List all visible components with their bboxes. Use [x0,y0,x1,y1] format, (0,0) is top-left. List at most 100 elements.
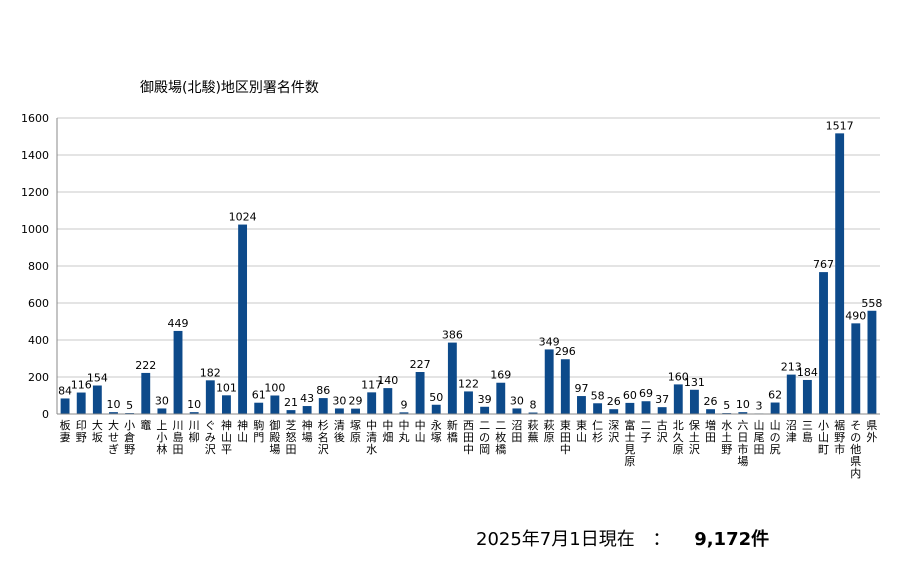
bar [593,403,603,414]
bar-value-label: 9 [400,398,407,411]
bar [673,384,683,414]
y-tick-label: 400 [28,334,49,347]
x-tick-label: 中山 [415,419,426,444]
bar [383,388,393,414]
bar [447,342,457,414]
y-tick-label: 1200 [21,186,49,199]
bar [92,385,102,414]
bar-value-label: 3 [755,399,762,412]
bar [770,402,780,414]
x-tick-label: 富士見原 [624,418,635,468]
bar-value-label: 131 [684,376,705,389]
bar [399,412,409,414]
bar-value-label: 10 [187,398,201,411]
bar-value-label: 10 [736,398,750,411]
x-tick-label: 三島 [802,419,813,444]
bar-value-label: 58 [591,389,605,402]
bar-value-label: 349 [539,335,560,348]
bar [60,398,70,414]
x-tick-label: 山尾田 [753,419,764,456]
x-tick-label: 川島田 [173,419,184,456]
y-tick-label: 0 [42,408,49,421]
x-tick-label: 神山平 [221,418,232,456]
x-tick-label: 御殿場 [269,418,280,456]
bar [109,412,118,414]
bar [302,406,312,414]
bar-value-label: 558 [861,297,882,310]
bar [786,374,796,414]
x-tick-label: 北久原 [673,419,684,456]
bar-value-label: 227 [410,358,431,371]
x-tick-label: 竈 [140,418,151,432]
x-tick-label: 板妻 [60,418,71,444]
bar-value-label: 140 [377,374,398,387]
x-tick-label: 保土沢 [689,418,700,456]
y-tick-label: 800 [28,260,49,273]
bar-value-label: 490 [845,309,866,322]
x-tick-label: 塚原 [350,419,361,444]
y-axis-ticks: 0 200 400 600 800 1000 1200 1400 1600 [21,112,49,421]
bar-value-label: 1517 [826,119,854,132]
bar [512,408,522,414]
bar-value-label: 29 [349,395,363,408]
x-tick-label: 沼津 [786,418,797,444]
as-of-date: 2025年7月1日現在 [476,529,635,550]
bar-value-label: 100 [264,382,285,395]
x-tick-label: 中清水 [366,419,377,456]
bar-value-label: 767 [813,258,834,271]
bar [173,330,183,414]
footer: 2025年7月1日現在 ： 9,172件 [476,525,769,551]
y-tick-label: 200 [28,371,49,384]
bar-value-label: 5 [126,399,133,412]
bar-value-label: 26 [607,395,621,408]
bar [157,408,167,414]
bar [480,406,490,414]
bar [415,372,425,414]
bar-value-label: 97 [574,382,588,395]
bar-value-label: 154 [87,372,108,385]
bar-value-label: 50 [429,391,443,404]
x-tick-label: 六日市場 [737,419,748,468]
x-tick-label: 中畑 [382,419,393,444]
x-tick-label: 萩蕪 [528,419,539,444]
bar-value-label: 116 [71,379,92,392]
bar-value-label: 122 [458,377,479,390]
y-tick-label: 1000 [21,223,49,236]
bar [819,272,828,414]
bar-value-label: 61 [252,389,266,402]
x-tick-label: 沼田 [511,418,522,444]
bar-value-label: 21 [284,396,298,409]
bar [141,372,151,414]
bar-value-label: 30 [510,394,524,407]
bar-value-label: 43 [300,392,314,405]
x-tick-label: 大坂 [92,418,103,444]
bar [851,323,861,414]
x-tick-label: その他県内 [850,419,861,480]
x-tick-label: 東山 [576,419,587,444]
bar-value-label: 39 [478,393,492,406]
bar [835,133,845,415]
bar-value-label: 213 [781,361,802,374]
bar [270,395,280,414]
bars [60,133,877,415]
bar-value-label: 296 [555,345,576,358]
bar-value-label: 101 [216,381,237,394]
bar [334,408,344,414]
x-tick-label: 上小林 [156,419,167,456]
bar [222,395,231,414]
bar-value-label: 5 [723,399,730,412]
total-count: 9,172件 [694,529,770,550]
bar [367,392,377,414]
bar-value-label: 26 [704,395,718,408]
bar-value-label: 182 [200,366,221,379]
separator: ： [652,529,671,550]
bar [867,310,877,414]
bar-value-label: 184 [797,366,818,379]
x-tick-label: 水土野 [721,419,732,456]
bar [641,401,651,414]
bar-value-label: 60 [623,389,637,402]
bar-value-label: 222 [135,359,156,372]
bar [706,409,715,414]
